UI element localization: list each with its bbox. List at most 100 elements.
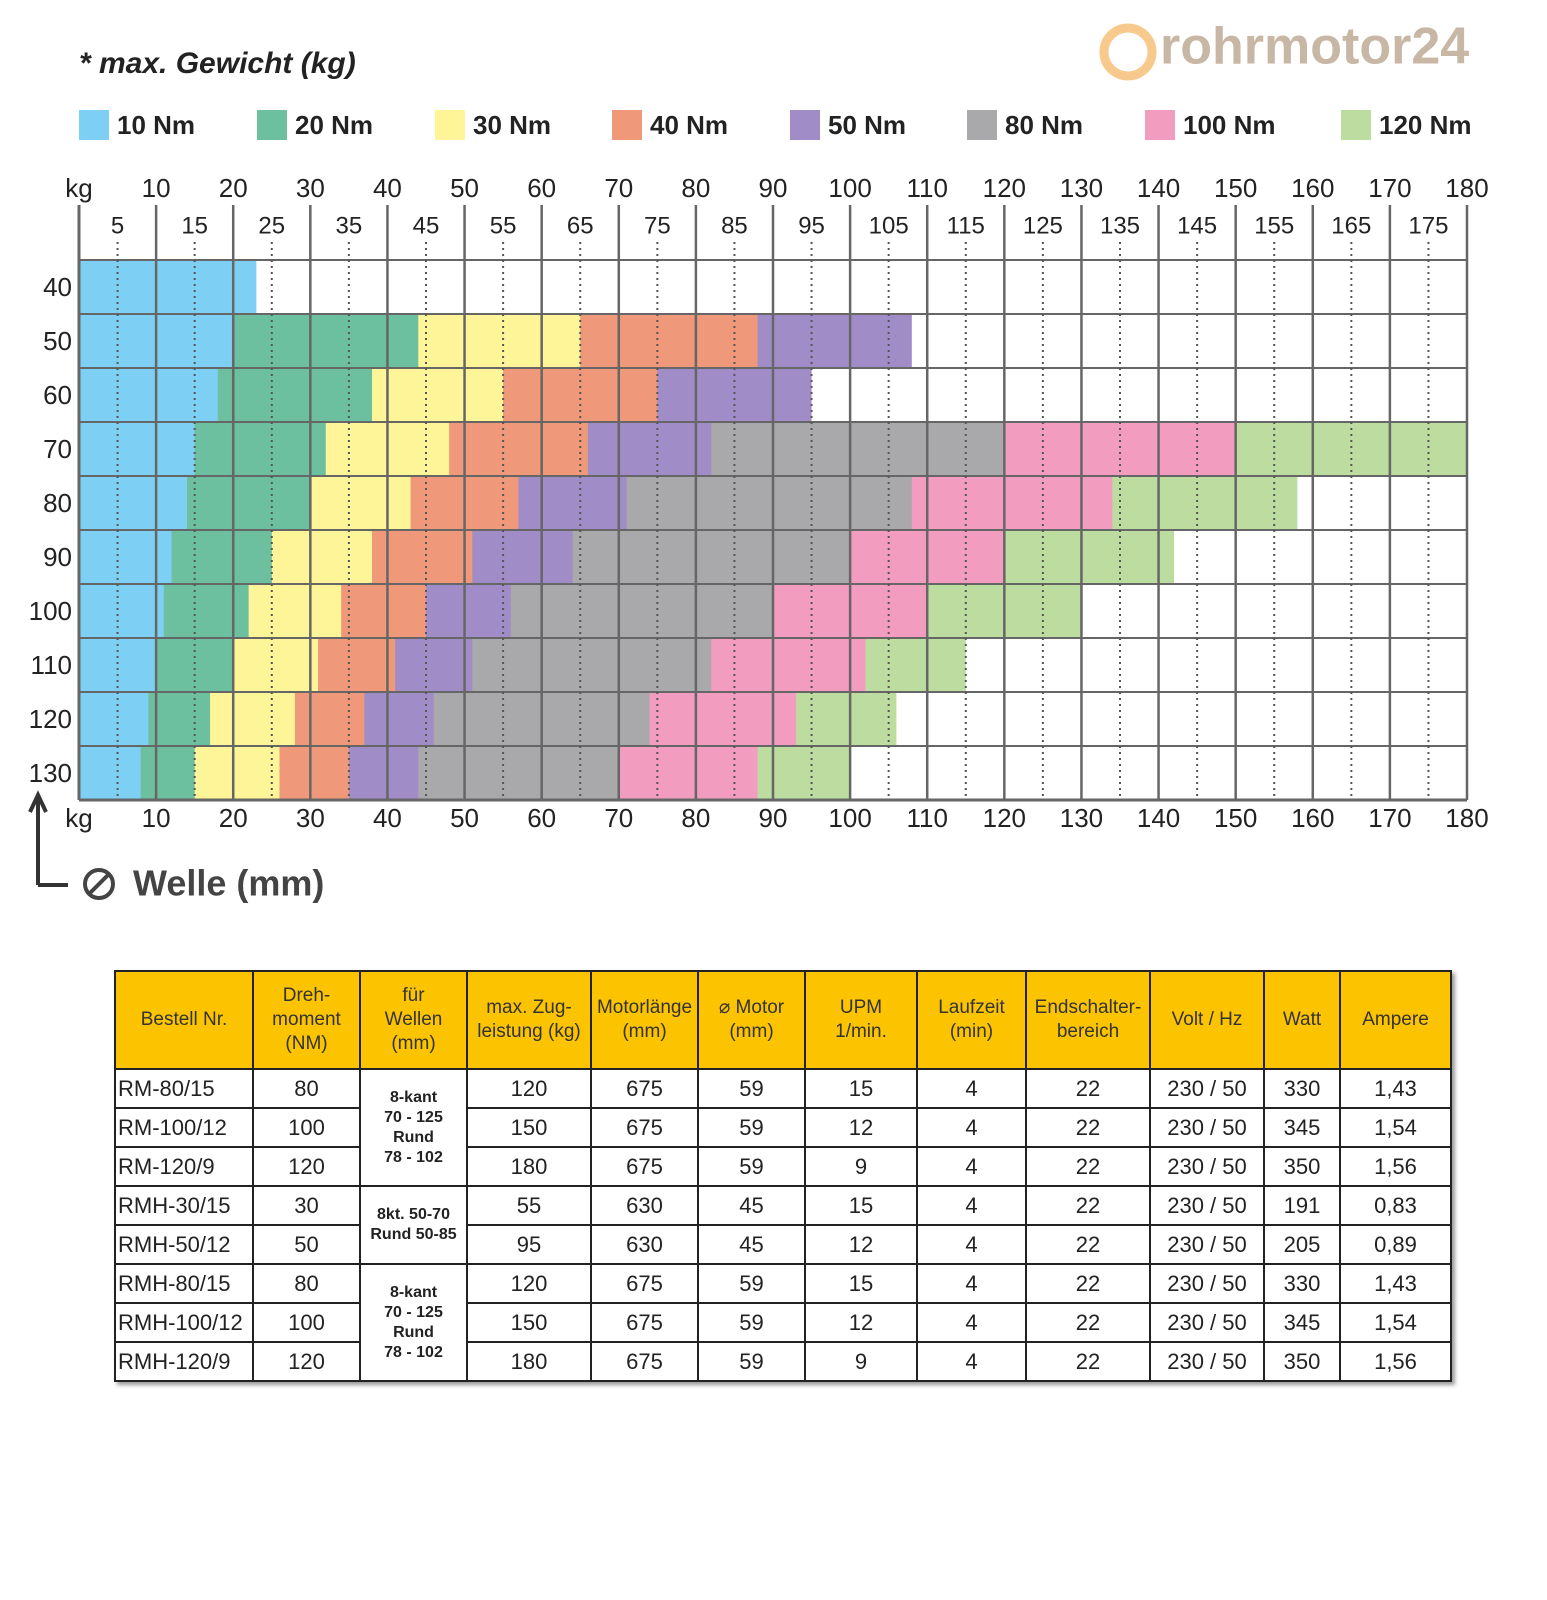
table-cell: 150 — [466, 1107, 592, 1148]
minor-tick-label: 15 — [181, 212, 208, 239]
table-cell: 345 — [1263, 1302, 1341, 1343]
header-cell: Motorlänge (mm) — [590, 970, 699, 1070]
bar — [79, 368, 218, 422]
x-tick-label: 60 — [527, 173, 556, 203]
x-tick-label: 140 — [1137, 803, 1180, 833]
x-tick-label: 160 — [1291, 173, 1334, 203]
legend-label: 100 Nm — [1183, 110, 1276, 140]
table-cell: RM-100/12 — [114, 1107, 254, 1148]
table-cell: 4 — [916, 1185, 1027, 1226]
table-cell: RMH-30/15 — [114, 1185, 254, 1226]
table-cell: 345 — [1263, 1107, 1341, 1148]
x-tick-label: 20 — [219, 173, 248, 203]
table-cell: 4 — [916, 1224, 1027, 1265]
minor-tick-label: 145 — [1177, 212, 1217, 239]
x-tick-label: 10 — [142, 173, 171, 203]
x-tick-label: 130 — [1060, 803, 1103, 833]
table-cell: 230 / 50 — [1149, 1146, 1265, 1187]
x-tick-label: 140 — [1137, 173, 1180, 203]
minor-tick-label: 165 — [1331, 212, 1371, 239]
minor-tick-label: 175 — [1408, 212, 1448, 239]
table-row: RM-120/9 120 180 675 59 9 4 22 230 / 50 350 1,56 — [114, 1146, 1452, 1187]
header-cell: ⌀ Motor (mm) — [697, 970, 806, 1070]
table-cell: 675 — [590, 1146, 699, 1187]
x-tick-label: 120 — [983, 173, 1026, 203]
header-cell: Volt / Hz — [1149, 970, 1265, 1070]
axis-arrow — [28, 790, 68, 887]
table-cell: 1,43 — [1339, 1068, 1452, 1109]
table-cell: RM-120/9 — [114, 1146, 254, 1187]
table-cell: 120 — [252, 1341, 361, 1382]
table-cell: 22 — [1025, 1224, 1151, 1265]
x-tick-label: 170 — [1368, 803, 1411, 833]
table-cell: 59 — [697, 1107, 806, 1148]
x-tick-label: 70 — [604, 803, 633, 833]
table-cell: 12 — [804, 1107, 918, 1148]
x-tick-label: 150 — [1214, 803, 1257, 833]
minor-tick-label: 135 — [1100, 212, 1140, 239]
header-row: Bestell Nr. Dreh- moment (NM) für Wellen (… — [114, 970, 1452, 1070]
y-tick-label: 110 — [31, 650, 72, 680]
legend-label: 120 Nm — [1379, 110, 1472, 140]
legend-label: 80 Nm — [1005, 110, 1083, 140]
table-cell: 675 — [590, 1068, 699, 1109]
x-tick-label: 10 — [142, 803, 171, 833]
minor-tick-label: 35 — [336, 212, 363, 239]
table-cell: 100 — [252, 1107, 361, 1148]
table-row: RMH-80/15 80 8-kant 70 - 125 Rund 78 - 102… — [114, 1263, 1452, 1382]
header-cell: Endschalter- bereich — [1025, 970, 1151, 1070]
spec-table: Bestell Nr. Dreh- moment (NM) für Wellen (… — [114, 970, 1452, 1382]
minor-tick-label: 105 — [869, 212, 909, 239]
x-tick-label: 90 — [759, 173, 788, 203]
table-cell: 59 — [697, 1146, 806, 1187]
legend-label: 10 Nm — [117, 110, 195, 140]
table-cell: 22 — [1025, 1302, 1151, 1343]
table-cell: 120 — [466, 1068, 592, 1109]
table-row: RMH-120/9 120 180 675 59 9 4 22 230 / 50 350 1,56 — [114, 1341, 1452, 1382]
table-cell: 1,56 — [1339, 1146, 1452, 1187]
legend-swatch — [435, 110, 465, 140]
legend-swatch — [257, 110, 287, 140]
header-cell: Bestell Nr. — [114, 970, 254, 1070]
x-tick-label: 100 — [828, 173, 871, 203]
table-cell: 30 — [252, 1185, 361, 1226]
header-cell: max. Zug- leistung (kg) — [466, 970, 592, 1070]
table-cell: 150 — [466, 1302, 592, 1343]
table-cell: RMH-50/12 — [114, 1224, 254, 1265]
table-cell: 230 / 50 — [1149, 1107, 1265, 1148]
table-cell: 22 — [1025, 1341, 1151, 1382]
bar — [79, 692, 149, 746]
bar — [79, 422, 195, 476]
table-cell: 59 — [697, 1302, 806, 1343]
table-cell: 15 — [804, 1185, 918, 1226]
header-cell: für Wellen (mm) — [359, 970, 468, 1070]
y-tick-label: 60 — [43, 380, 72, 410]
x-tick-label: 20 — [219, 803, 248, 833]
minor-tick-label: 155 — [1254, 212, 1294, 239]
table-cell: 12 — [804, 1302, 918, 1343]
table-cell: 4 — [916, 1302, 1027, 1343]
header-cell: Dreh- moment (NM) — [252, 970, 361, 1070]
table-cell: 230 / 50 — [1149, 1302, 1265, 1343]
minor-tick-label: 45 — [413, 212, 440, 239]
table-cell: 330 — [1263, 1068, 1341, 1109]
table-cell: 15 — [804, 1263, 918, 1304]
header-cell: Laufzeit (min) — [916, 970, 1027, 1070]
table-cell: 350 — [1263, 1341, 1341, 1382]
x-tick-label: 80 — [681, 173, 710, 203]
legend-swatch — [790, 110, 820, 140]
y-tick-label: 40 — [43, 272, 72, 302]
wellen-cell: 8-kant 70 - 125 Rund 78 - 102 — [359, 1263, 468, 1382]
y-tick-label: 100 — [29, 596, 72, 626]
table-cell: 4 — [916, 1263, 1027, 1304]
x-tick-label: 60 — [527, 803, 556, 833]
table-cell: 95 — [466, 1224, 592, 1265]
minor-tick-label: 85 — [721, 212, 748, 239]
x-tick-label: 160 — [1291, 803, 1334, 833]
table-cell: 1,54 — [1339, 1107, 1452, 1148]
table-cell: 230 / 50 — [1149, 1224, 1265, 1265]
table-cell: 230 / 50 — [1149, 1263, 1265, 1304]
header-cell: Ampere — [1339, 970, 1452, 1070]
y-tick-label: 50 — [43, 326, 72, 356]
table-cell: 1,54 — [1339, 1302, 1452, 1343]
